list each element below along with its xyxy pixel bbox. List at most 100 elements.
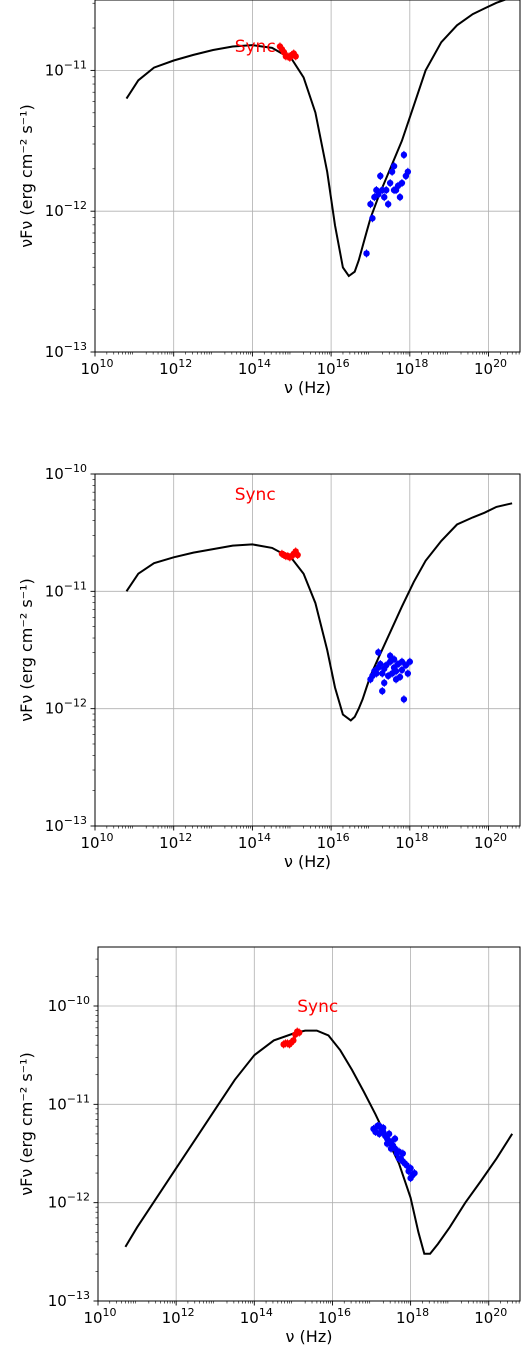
data-point: [411, 1169, 418, 1177]
y-axis-label: νFν (erg cm⁻² s⁻¹): [17, 1052, 36, 1196]
y-tick-label: 10−10: [48, 994, 90, 1015]
data-point: [396, 193, 404, 201]
data-point: [406, 658, 414, 665]
xray-data-points: [370, 1121, 418, 1183]
data-point: [387, 1145, 395, 1152]
data-point: [407, 1165, 414, 1172]
plot-frame: [97, 946, 521, 1302]
minor-ticks: [95, 958, 520, 1304]
x-tick-label: 1020: [474, 831, 507, 852]
data-point: [380, 1128, 387, 1136]
x-tick-label: 1010: [80, 357, 113, 378]
x-tick-label: 1014: [240, 1306, 273, 1327]
data-point: [363, 250, 370, 257]
y-tick-label: 10−13: [48, 1289, 90, 1310]
sed-plot-top: 1010 1012 1014 1016 1018 1020 10−13 10−12 10−11 ν…: [17, 0, 521, 397]
data-point: [383, 1140, 391, 1147]
y-tick-label: 10−11: [45, 58, 87, 79]
model-curve: [124, 1029, 514, 1255]
data-point: [379, 687, 386, 695]
data-point: [375, 649, 382, 656]
data-point: [373, 670, 380, 677]
sync-label: Sync: [235, 37, 276, 57]
optical-data-points: [280, 1027, 303, 1049]
optical-data-points: [276, 42, 299, 62]
data-point: [383, 186, 390, 194]
plot-frame: [94, 473, 521, 827]
sync-label: Sync: [235, 485, 276, 505]
x-tick-label: 1020: [474, 1306, 507, 1327]
model-curve: [125, 502, 513, 722]
data-point: [296, 1029, 303, 1036]
x-tick-label: 1012: [162, 1306, 195, 1327]
data-point: [407, 1174, 414, 1182]
data-point: [385, 1130, 393, 1138]
data-point: [377, 172, 384, 180]
data-point: [384, 200, 392, 208]
y-tick-label: 10−11: [45, 579, 87, 600]
x-tick-label: 1020: [474, 357, 507, 378]
data-point: [390, 162, 398, 170]
sync-label: Sync: [297, 997, 338, 1017]
data-point: [399, 1150, 406, 1157]
data-point: [398, 179, 406, 187]
data-point: [404, 168, 412, 175]
sed-plot-bottom: 1010 1012 1014 1016 1018 1020 10−13 10−12 10−11 1…: [17, 946, 521, 1346]
data-point: [381, 193, 388, 201]
y-tick-label: 10−10: [45, 462, 87, 483]
minor-ticks: [92, 2, 520, 355]
x-tick-label: 1012: [159, 831, 192, 852]
x-tick-label: 1018: [396, 1306, 429, 1327]
x-tick-label: 1014: [238, 357, 271, 378]
data-point: [392, 667, 400, 675]
data-point: [381, 679, 388, 687]
data-point: [376, 1122, 383, 1130]
y-tick-label: 10−12: [48, 1191, 90, 1212]
data-point: [392, 676, 400, 683]
optical-data-points: [278, 547, 301, 562]
data-point: [388, 168, 396, 175]
xray-data-points: [363, 150, 412, 258]
data-point: [404, 670, 412, 677]
x-axis-label: ν (Hz): [284, 378, 331, 397]
data-point: [367, 200, 374, 208]
sed-plot-middle: 1010 1012 1014 1016 1018 1020 10−13 10−12 10−11 1…: [17, 462, 521, 871]
x-tick-label: 1016: [317, 357, 350, 378]
y-tick-label: 10−12: [45, 697, 87, 718]
x-tick-label: 1012: [159, 357, 192, 378]
data-point: [390, 656, 398, 663]
y-tick-label: 10−13: [45, 340, 87, 361]
x-axis-label: ν (Hz): [286, 1327, 333, 1346]
x-tick-label: 1016: [318, 1306, 351, 1327]
x-tick-label: 1016: [317, 831, 350, 852]
data-point: [294, 551, 301, 559]
data-point: [398, 666, 406, 674]
x-tick-label: 1010: [80, 831, 113, 852]
plot-frame: [94, 0, 521, 353]
xray-data-points: [367, 648, 414, 704]
minor-ticks: [92, 479, 520, 829]
y-tick-label: 10−13: [45, 814, 87, 835]
data-point: [391, 1135, 399, 1142]
model-curve: [125, 0, 508, 278]
x-axis-label: ν (Hz): [284, 852, 331, 871]
data-point: [395, 1155, 403, 1162]
data-point: [400, 696, 408, 703]
y-axis-label: νFν (erg cm⁻² s⁻¹): [17, 578, 36, 722]
data-point: [375, 191, 382, 198]
data-point: [292, 53, 299, 60]
data-point: [400, 151, 408, 159]
data-point: [377, 660, 384, 668]
y-axis-label: νFν (erg cm⁻² s⁻¹): [17, 104, 36, 248]
x-tick-label: 1018: [395, 831, 428, 852]
x-tick-label: 1018: [395, 357, 428, 378]
data-point: [369, 215, 376, 222]
x-tick-label: 1014: [238, 831, 271, 852]
data-point: [290, 1037, 297, 1044]
data-point: [398, 658, 406, 665]
y-tick-label: 10−12: [45, 199, 87, 220]
data-point: [386, 179, 394, 187]
x-tick-label: 1010: [83, 1306, 116, 1327]
y-tick-label: 10−11: [48, 1092, 90, 1113]
